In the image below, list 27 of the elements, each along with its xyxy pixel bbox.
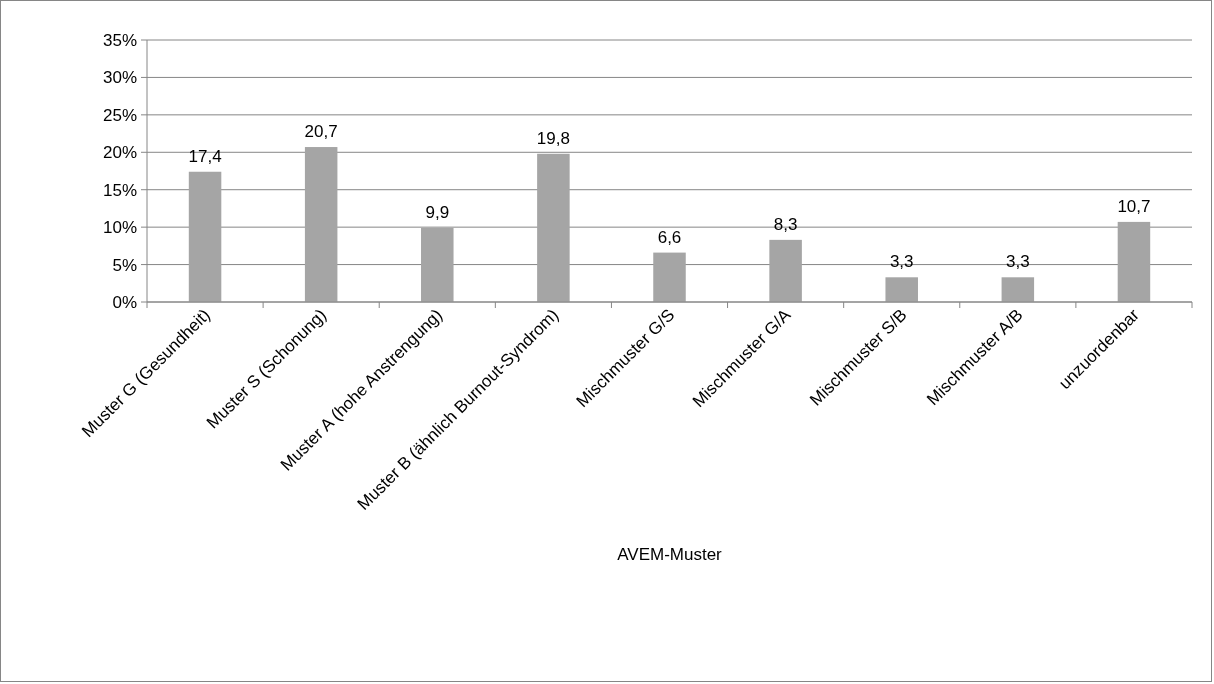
data-label: 17,4 xyxy=(188,146,222,166)
bar xyxy=(885,277,918,302)
y-tick-label: 35% xyxy=(102,30,137,50)
bar xyxy=(188,171,222,302)
data-label: 9,9 xyxy=(425,202,450,222)
y-tick-label: 20% xyxy=(102,143,137,163)
bar xyxy=(769,239,802,302)
y-tick-label: 5% xyxy=(112,255,137,275)
data-label: 20,7 xyxy=(304,122,338,142)
y-tick-label: 15% xyxy=(102,180,137,200)
data-label: 6,6 xyxy=(657,227,682,247)
y-tick-label: 25% xyxy=(102,105,137,125)
data-label: 3,3 xyxy=(1006,252,1030,272)
bar xyxy=(653,252,686,302)
bar xyxy=(537,153,570,302)
bar xyxy=(421,227,454,302)
data-label: 19,8 xyxy=(536,128,570,148)
bar xyxy=(1117,221,1151,302)
y-tick-label: 0% xyxy=(112,292,137,312)
data-label: 8,3 xyxy=(773,214,798,234)
data-label: 10,7 xyxy=(1117,196,1151,216)
bar xyxy=(304,147,338,302)
x-axis-title: AVEM-Muster xyxy=(617,545,723,564)
y-tick-label: 30% xyxy=(102,68,137,88)
y-tick-label: 10% xyxy=(102,218,137,238)
bar xyxy=(1001,277,1035,302)
data-label: 3,3 xyxy=(889,252,914,272)
